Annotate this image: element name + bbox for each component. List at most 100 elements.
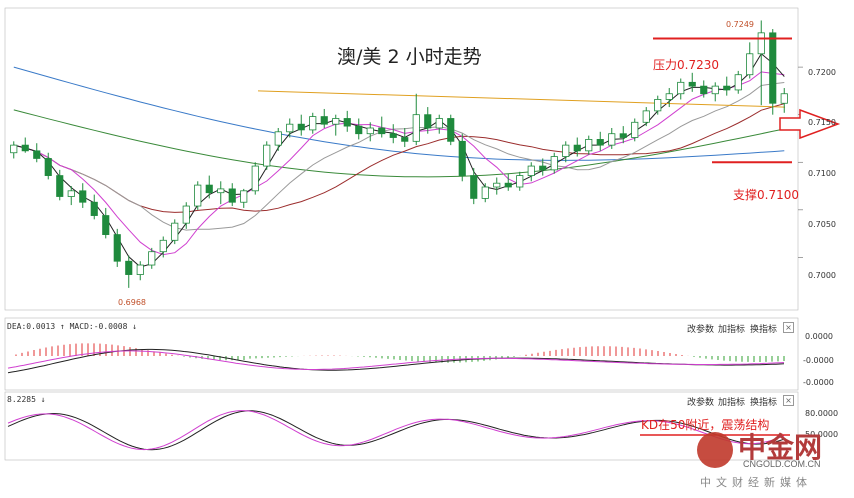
candle-body <box>435 118 443 129</box>
candle-body <box>182 205 190 224</box>
ma-line-gray <box>13 82 785 231</box>
candle-body <box>562 144 570 157</box>
candle-body <box>378 127 386 135</box>
candle-body <box>412 114 420 142</box>
y-tick: 0.7000 <box>808 271 836 280</box>
candle-body <box>458 140 466 176</box>
candle-body <box>619 133 627 138</box>
candle-body <box>550 156 558 171</box>
macd-tick: -0.0000 <box>803 356 834 365</box>
candle-body <box>148 251 156 266</box>
ma-line-green <box>13 109 785 178</box>
candle-body <box>401 137 409 142</box>
kd-tick: 80.0000 <box>805 409 839 418</box>
candle-body <box>711 85 719 95</box>
ma-line-blue <box>13 66 785 161</box>
ma-line-magenta <box>13 71 785 256</box>
y-tick: 0.7200 <box>808 68 836 77</box>
candle-body <box>688 81 696 87</box>
candle-body <box>366 127 374 135</box>
kd-edit-params-button[interactable]: 改参数 <box>687 398 715 408</box>
candle-body <box>642 110 650 123</box>
kd-tick: 50.0000 <box>805 430 839 439</box>
candle-body <box>194 184 202 207</box>
candle-body <box>228 188 236 203</box>
candle-body <box>79 190 87 203</box>
candle-body <box>136 264 144 275</box>
y-tick: 0.7100 <box>808 169 836 178</box>
candle-body <box>516 175 524 188</box>
candle-body <box>677 81 685 95</box>
kd-panel-border <box>4 391 799 461</box>
chart-overlays <box>7 37 841 451</box>
macd-panel-border <box>4 317 799 391</box>
candle-body <box>309 116 317 131</box>
chart-title: 澳/美 2 小时走势 <box>337 46 482 68</box>
candle-body <box>700 85 708 95</box>
y-tick: 0.7050 <box>808 220 836 229</box>
candle-body <box>56 175 64 197</box>
macd-add-indicator-button[interactable]: 加指标 <box>718 325 746 335</box>
candle-body <box>481 186 489 199</box>
candle-body <box>527 165 535 176</box>
candle-body <box>343 118 351 127</box>
candle-body <box>780 93 788 104</box>
kd-annotation: KD在50附近，震荡结构 <box>641 418 770 432</box>
price-panel-border <box>4 7 799 311</box>
candle-body <box>205 184 213 194</box>
candle-body <box>90 201 98 216</box>
macd-dea-line <box>7 350 785 370</box>
watermark-subtitle: 中文财经新媒体 <box>700 476 812 489</box>
macd-switch-indicator-button[interactable]: 换指标 <box>750 325 778 335</box>
y-tick: 0.7150 <box>808 118 836 127</box>
macd-edit-params-button[interactable]: 改参数 <box>687 325 715 335</box>
candle-body <box>757 32 765 55</box>
candle-body <box>240 190 248 203</box>
candle-body <box>297 123 305 131</box>
high-label: 0.7249 <box>726 20 754 29</box>
trend-line <box>257 90 786 108</box>
candle-body <box>44 158 52 176</box>
candle-body <box>389 133 397 138</box>
ma-line-red <box>13 103 785 213</box>
candle-body <box>33 150 41 159</box>
kd-switch-indicator-button[interactable]: 换指标 <box>750 398 778 408</box>
candle-body <box>769 32 777 104</box>
candle-body <box>159 239 167 253</box>
candle-body <box>320 116 328 125</box>
candle-body <box>125 260 133 275</box>
kd-indicator-label: 8.2285 ↓ <box>7 395 46 404</box>
low-label: 0.6968 <box>118 298 146 307</box>
candle-body <box>734 74 742 91</box>
candle-body <box>723 85 731 91</box>
candle-body <box>332 118 340 125</box>
candle-body <box>102 215 110 235</box>
candle-body <box>67 190 75 197</box>
candle-body <box>286 123 294 133</box>
macd-indicator-label: DEA:0.0013 ↑ MACD:-0.0008 ↓ <box>7 322 138 331</box>
candle-body <box>424 114 432 129</box>
candle-body <box>585 139 593 152</box>
candle-body <box>263 144 271 167</box>
candle-body <box>665 93 673 100</box>
candle-body <box>746 53 754 76</box>
kd-add-indicator-button[interactable]: 加指标 <box>718 398 746 408</box>
arrow-icon <box>779 108 841 140</box>
watermark-name: 中金网 <box>738 431 823 464</box>
candle-body <box>355 125 363 135</box>
candle-body <box>608 133 616 146</box>
candle-body <box>274 131 282 146</box>
candle-body <box>113 234 121 262</box>
candle-body <box>654 99 662 112</box>
ma-line-black <box>13 53 785 268</box>
macd-close-icon[interactable]: × <box>783 322 794 333</box>
candle-body <box>573 144 581 152</box>
kd-d-line <box>7 410 785 451</box>
macd-tick: 0.0000 <box>805 332 833 341</box>
candle-body <box>10 144 18 154</box>
chart-grid <box>4 7 803 461</box>
candle-body <box>447 118 455 142</box>
kd-close-icon[interactable]: × <box>783 395 794 406</box>
candle-body <box>217 188 225 194</box>
